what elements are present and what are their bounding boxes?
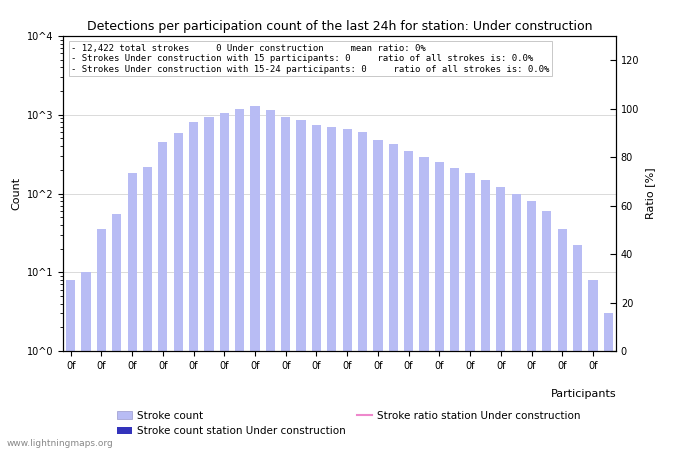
- Bar: [512, 194, 521, 450]
- Bar: [220, 113, 229, 450]
- Text: www.lightningmaps.org: www.lightningmaps.org: [7, 439, 113, 448]
- Bar: [174, 133, 183, 450]
- Bar: [266, 110, 275, 450]
- Title: Detections per participation count of the last 24h for station: Under constructi: Detections per participation count of th…: [87, 20, 592, 33]
- Bar: [603, 314, 613, 450]
- Bar: [358, 132, 367, 450]
- Bar: [404, 151, 413, 450]
- Text: - 12,422 total strokes     0 Under construction     mean ratio: 0%
- Strokes Und: - 12,422 total strokes 0 Under construct…: [71, 44, 550, 74]
- Bar: [251, 106, 260, 450]
- Bar: [312, 125, 321, 450]
- Bar: [81, 272, 91, 450]
- Bar: [112, 214, 121, 450]
- Bar: [481, 180, 490, 450]
- Bar: [419, 157, 428, 450]
- Bar: [66, 280, 76, 450]
- Bar: [342, 130, 352, 450]
- Legend: Stroke count, Stroke count station Under construction, Stroke ratio station Unde: Stroke count, Stroke count station Under…: [113, 407, 585, 440]
- Bar: [373, 140, 382, 450]
- Bar: [542, 211, 552, 450]
- Bar: [327, 127, 337, 450]
- Bar: [466, 173, 475, 450]
- Bar: [97, 230, 106, 450]
- Text: Participants: Participants: [550, 389, 616, 399]
- Bar: [435, 162, 444, 450]
- Bar: [281, 117, 290, 450]
- Bar: [158, 142, 167, 450]
- Bar: [143, 166, 152, 450]
- Bar: [204, 117, 214, 450]
- Y-axis label: Count: Count: [11, 177, 21, 210]
- Bar: [450, 168, 459, 450]
- Bar: [297, 120, 306, 450]
- Bar: [389, 144, 398, 450]
- Bar: [527, 201, 536, 450]
- Bar: [127, 173, 136, 450]
- Y-axis label: Ratio [%]: Ratio [%]: [645, 168, 655, 219]
- Bar: [588, 280, 598, 450]
- Bar: [558, 230, 567, 450]
- Bar: [189, 122, 198, 450]
- Bar: [573, 245, 582, 450]
- Bar: [235, 108, 244, 450]
- Bar: [496, 187, 505, 450]
